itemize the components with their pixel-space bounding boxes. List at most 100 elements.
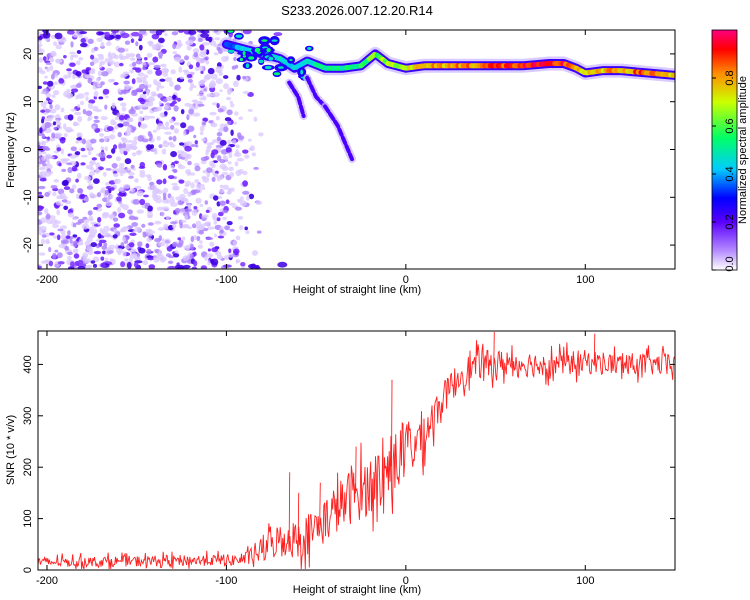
noise-speck [202, 117, 209, 122]
noise-speck [66, 162, 73, 166]
noise-speck [84, 74, 90, 78]
noise-speck [129, 57, 136, 61]
noise-speck [215, 250, 222, 257]
noise-speck [206, 93, 214, 98]
noise-speck [118, 114, 125, 121]
noise-speck [160, 211, 165, 217]
noise-speck [40, 260, 49, 264]
noise-speck [229, 100, 234, 105]
noise-speck [96, 192, 102, 198]
noise-speck [129, 232, 137, 236]
noise-speck [229, 228, 235, 232]
noise-speck [190, 243, 194, 251]
noise-speck [166, 253, 172, 257]
noise-speck [87, 264, 92, 269]
noise-speck [98, 96, 104, 100]
noise-speck [221, 166, 229, 171]
noise-speck [251, 152, 256, 157]
noise-speck [155, 198, 163, 204]
noise-speck [126, 261, 132, 269]
noise-speck [111, 148, 116, 154]
noise-speck [170, 151, 178, 158]
noise-speck [224, 123, 229, 127]
noise-speck [210, 162, 216, 169]
noise-speck [215, 78, 223, 85]
noise-speck [138, 247, 146, 254]
noise-speck [191, 223, 197, 229]
noise-speck [248, 193, 255, 200]
noise-speck [82, 216, 88, 220]
noise-speck [176, 243, 183, 248]
noise-speck [202, 95, 207, 101]
spectrogram-x-label: Height of straight line (km) [293, 284, 421, 296]
noise-speck [191, 266, 198, 269]
noise-speck [273, 32, 283, 37]
noise-speck [147, 40, 154, 45]
noise-speck [48, 260, 54, 267]
noise-speck [184, 214, 189, 220]
noise-speck [172, 135, 177, 142]
noise-speck [224, 225, 231, 231]
noise-speck [96, 203, 103, 208]
noise-speck [79, 193, 86, 200]
noise-speck [75, 221, 82, 225]
noise-speck [128, 242, 135, 248]
noise-speck [38, 85, 42, 89]
noise-speck [192, 251, 197, 257]
noise-speck [113, 223, 120, 228]
noise-speck [72, 248, 79, 254]
spectrogram-y-label: Frequency (Hz) [5, 112, 17, 188]
noise-speck [216, 132, 223, 137]
noise-speck [208, 36, 213, 43]
noise-speck [75, 178, 79, 183]
noise-speck [97, 216, 102, 223]
noise-speck [63, 186, 71, 191]
noise-speck [214, 30, 219, 33]
noise-speck [57, 228, 64, 232]
noise-speck [142, 91, 147, 95]
noise-speck [109, 194, 114, 199]
noise-speck [89, 160, 96, 166]
noise-speck [72, 73, 76, 80]
noise-speck [227, 139, 231, 145]
ridge-blob-core [242, 51, 246, 56]
noise-speck [53, 41, 58, 46]
noise-speck [91, 157, 98, 161]
noise-speck [188, 30, 197, 35]
noise-speck [188, 108, 195, 115]
noise-speck [131, 126, 137, 131]
noise-speck [109, 134, 116, 140]
noise-speck [143, 74, 149, 79]
noise-speck [147, 257, 154, 261]
colorbar-frame [711, 29, 738, 271]
noise-speck [187, 125, 195, 132]
noise-speck [100, 41, 105, 48]
noise-speck [122, 226, 130, 230]
noise-speck [152, 129, 157, 133]
noise-speck [157, 93, 164, 99]
spectrogram-x-ticks: -200 -100 0 100 [36, 30, 594, 286]
noise-speck [131, 78, 136, 85]
noise-speck [127, 140, 133, 143]
noise-speck [162, 192, 167, 198]
noise-speck [70, 41, 74, 48]
noise-speck [111, 30, 119, 34]
noise-speck [162, 71, 169, 77]
noise-speck [84, 259, 91, 264]
noise-speck [146, 248, 152, 253]
noise-speck [251, 250, 259, 256]
noise-speck [233, 80, 239, 88]
noise-speck [132, 199, 140, 205]
noise-speck [58, 78, 65, 84]
colorbar-tick-label: 0.2 [724, 214, 736, 229]
noise-speck [119, 202, 124, 208]
noise-speck [219, 184, 224, 189]
noise-speck [173, 160, 179, 164]
noise-speck [218, 189, 225, 193]
noise-speck [188, 39, 194, 46]
noise-speck [41, 145, 50, 151]
noise-speck [60, 158, 65, 162]
noise-speck [155, 30, 163, 36]
noise-speck [247, 138, 252, 142]
noise-speck [154, 220, 162, 225]
